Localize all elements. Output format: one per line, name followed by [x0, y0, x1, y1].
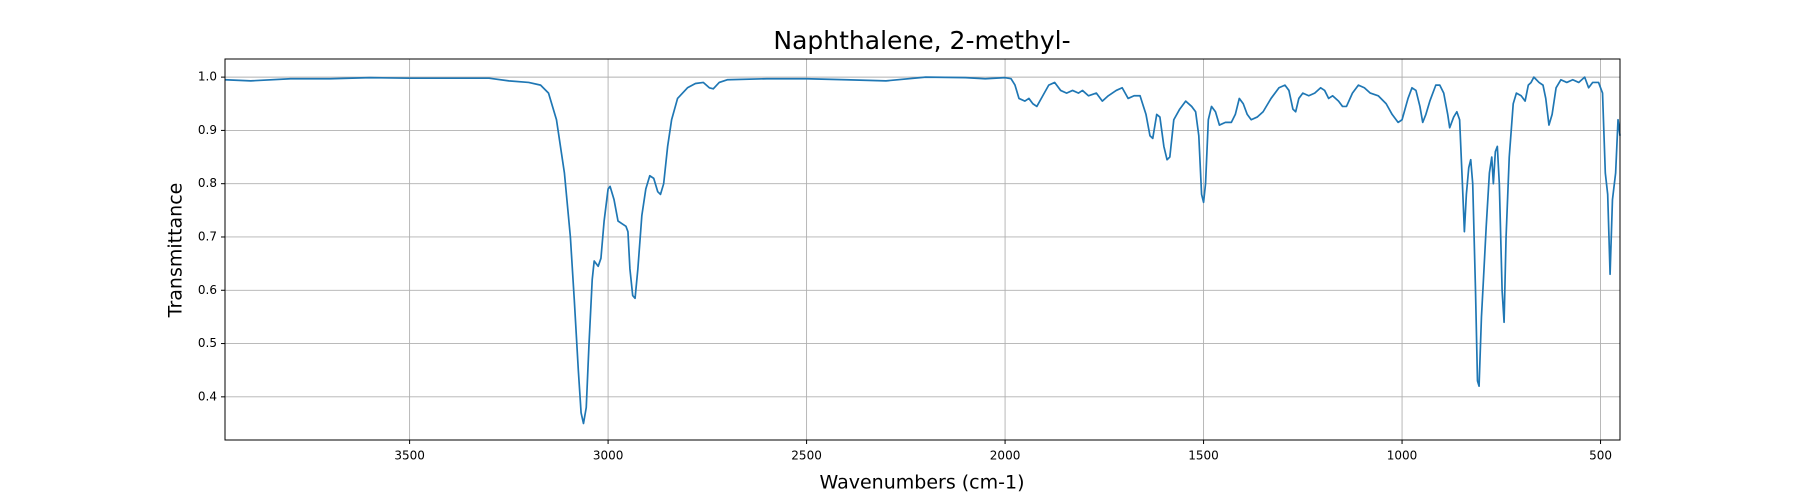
y-tick-label: 0.9 [198, 123, 217, 137]
spectrum-line [224, 76, 1621, 425]
x-tick-label: 3000 [593, 449, 624, 463]
x-tick-label: 1500 [1188, 449, 1219, 463]
plot-frame [224, 58, 1621, 441]
y-axis-label: Transmittance [165, 183, 187, 319]
x-tick-label: 1000 [1387, 449, 1418, 463]
x-tick-label: 2500 [791, 449, 822, 463]
x-tick-label: 500 [1589, 449, 1612, 463]
x-tick-label: 2000 [990, 449, 1021, 463]
y-tick-label: 0.8 [198, 176, 217, 190]
x-tick-label: 3500 [394, 449, 425, 463]
y-tick-label: 0.5 [198, 336, 217, 350]
y-tick-label: 1.0 [198, 70, 217, 84]
y-tick-label: 0.4 [198, 389, 217, 403]
y-tick-label: 0.6 [198, 283, 217, 297]
y-tick-label: 0.7 [198, 229, 217, 243]
x-axis-label: Wavenumbers (cm-1) [820, 472, 1025, 494]
chart-title: Naphthalene, 2-methyl- [773, 26, 1070, 55]
